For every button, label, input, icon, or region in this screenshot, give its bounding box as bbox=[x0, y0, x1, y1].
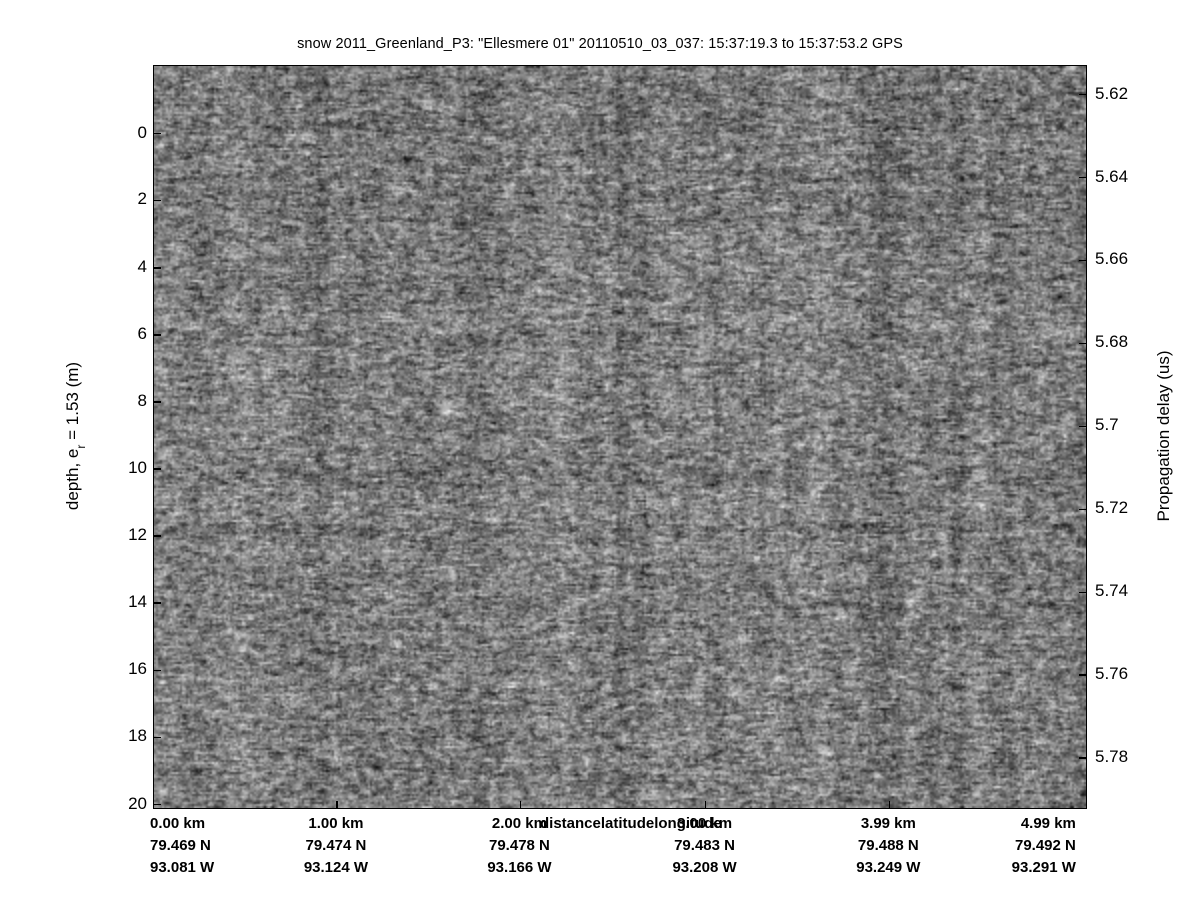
geo-latitude-value: 79.478 N bbox=[489, 837, 550, 854]
delay-tick-label: 5.72 bbox=[1095, 498, 1129, 518]
bottom-geo-annotation-block: distancelatitudelongitude 0.00 km 79.469 N… bbox=[0, 813, 1200, 893]
geo-row-name-latitude: latitude bbox=[600, 815, 655, 832]
depth-tick-label: 4 bbox=[137, 256, 147, 276]
geo-longitude-value: 93.291 W bbox=[1011, 859, 1076, 876]
depth-tick-mark bbox=[154, 669, 161, 672]
depth-tick-mark bbox=[154, 602, 161, 604]
delay-tick-label: 5.74 bbox=[1095, 581, 1129, 601]
depth-tick-mark bbox=[154, 535, 161, 537]
delay-tick-mark bbox=[1079, 342, 1086, 345]
figure-title: snow 2011_Greenland_P3: "Ellesmere 01" 2… bbox=[297, 36, 903, 52]
distance-tick-mark bbox=[888, 801, 891, 808]
geo-latitude-value: 79.488 N bbox=[857, 837, 919, 854]
geo-longitude-value: 93.124 W bbox=[303, 859, 369, 876]
delay-tick-label: 5.62 bbox=[1095, 83, 1129, 103]
geo-latitude-value: 79.492 N bbox=[1014, 837, 1076, 854]
geo-latitude-value: 79.483 N bbox=[674, 837, 735, 854]
geo-column: 3.99 km 79.488 N 93.249 W bbox=[813, 813, 963, 879]
depth-axis-title: depth, er = 1.53 (m) bbox=[62, 361, 89, 511]
delay-tick-mark bbox=[1079, 508, 1086, 511]
depth-tick-label: 2 bbox=[137, 189, 147, 209]
depth-tick-mark bbox=[154, 736, 161, 739]
geo-longitude-value: 93.249 W bbox=[856, 859, 921, 876]
depth-axis-title-tail: = 1.53 (m) bbox=[62, 361, 82, 445]
distance-tick-mark bbox=[704, 801, 707, 808]
delay-tick-label: 5.64 bbox=[1095, 166, 1129, 186]
depth-tick-label: 18 bbox=[128, 726, 147, 746]
echogram-plot-area[interactable] bbox=[153, 65, 1087, 809]
radar-echogram-image bbox=[154, 66, 1086, 808]
depth-tick-mark bbox=[154, 468, 161, 470]
depth-tick-mark bbox=[154, 199, 161, 202]
depth-tick-label: 12 bbox=[128, 525, 147, 545]
depth-tick-label: 10 bbox=[128, 458, 147, 478]
delay-tick-label: 5.78 bbox=[1095, 747, 1129, 767]
geo-longitude-value: 93.081 W bbox=[150, 859, 215, 876]
geo-distance-value: 4.99 km bbox=[1020, 815, 1076, 832]
depth-tick-label: 6 bbox=[137, 323, 147, 343]
geo-column: 2.00 km 79.478 N 93.166 W bbox=[444, 813, 594, 879]
geo-distance-value: 0.00 km bbox=[150, 815, 206, 832]
delay-tick-mark bbox=[1079, 176, 1086, 179]
depth-tick-label: 20 bbox=[128, 793, 147, 813]
delay-tick-label: 5.68 bbox=[1095, 332, 1129, 352]
depth-axis-title-main: depth, e bbox=[62, 448, 82, 511]
delay-tick-mark bbox=[1079, 425, 1086, 428]
depth-tick-mark bbox=[154, 401, 161, 403]
depth-tick-label: 0 bbox=[137, 122, 147, 142]
delay-tick-mark bbox=[1079, 674, 1086, 677]
geo-column: 0.00 km 79.469 N 93.081 W bbox=[150, 813, 214, 879]
geo-column: 1.00 km 79.474 N 93.124 W bbox=[261, 813, 411, 879]
delay-tick-mark bbox=[1079, 757, 1086, 759]
geo-longitude-value: 93.166 W bbox=[487, 859, 552, 876]
geo-distance-value: 1.00 km bbox=[308, 815, 364, 832]
geo-row-name-longitude: longitude bbox=[654, 815, 722, 832]
geo-longitude-value: 93.208 W bbox=[672, 859, 737, 876]
delay-tick-mark bbox=[1079, 93, 1086, 96]
delay-tick-mark bbox=[1079, 591, 1086, 594]
geo-row-names: distancelatitudelongitude bbox=[540, 813, 722, 835]
distance-tick-mark bbox=[336, 801, 338, 808]
delay-tick-label: 5.76 bbox=[1095, 664, 1129, 684]
depth-axis-title-subscript: r bbox=[74, 444, 89, 449]
geo-distance-value: 3.00 km bbox=[677, 815, 733, 832]
depth-tick-label: 8 bbox=[137, 390, 147, 410]
geo-distance-value: 3.99 km bbox=[860, 815, 916, 832]
geo-row-name-distance: distance bbox=[540, 815, 601, 832]
propagation-delay-axis-title: Propagation delay (us) bbox=[1154, 350, 1173, 522]
geo-latitude-value: 79.474 N bbox=[305, 837, 367, 854]
depth-tick-label: 16 bbox=[128, 659, 147, 679]
distance-tick-mark bbox=[519, 801, 522, 808]
geo-column: 3.00 km 79.483 N 93.208 W bbox=[630, 813, 780, 879]
delay-tick-mark bbox=[1079, 259, 1086, 262]
delay-tick-label: 5.66 bbox=[1095, 249, 1129, 269]
depth-tick-mark bbox=[154, 803, 161, 806]
depth-tick-mark bbox=[154, 334, 161, 336]
depth-tick-label: 14 bbox=[128, 592, 147, 612]
depth-tick-mark bbox=[154, 132, 161, 135]
delay-tick-label: 5.7 bbox=[1095, 415, 1119, 435]
geo-distance-value: 2.00 km bbox=[491, 815, 547, 832]
geo-latitude-value: 79.469 N bbox=[150, 837, 211, 854]
geo-column: 4.99 km 79.492 N 93.291 W bbox=[933, 813, 1076, 879]
depth-tick-mark bbox=[154, 266, 161, 269]
